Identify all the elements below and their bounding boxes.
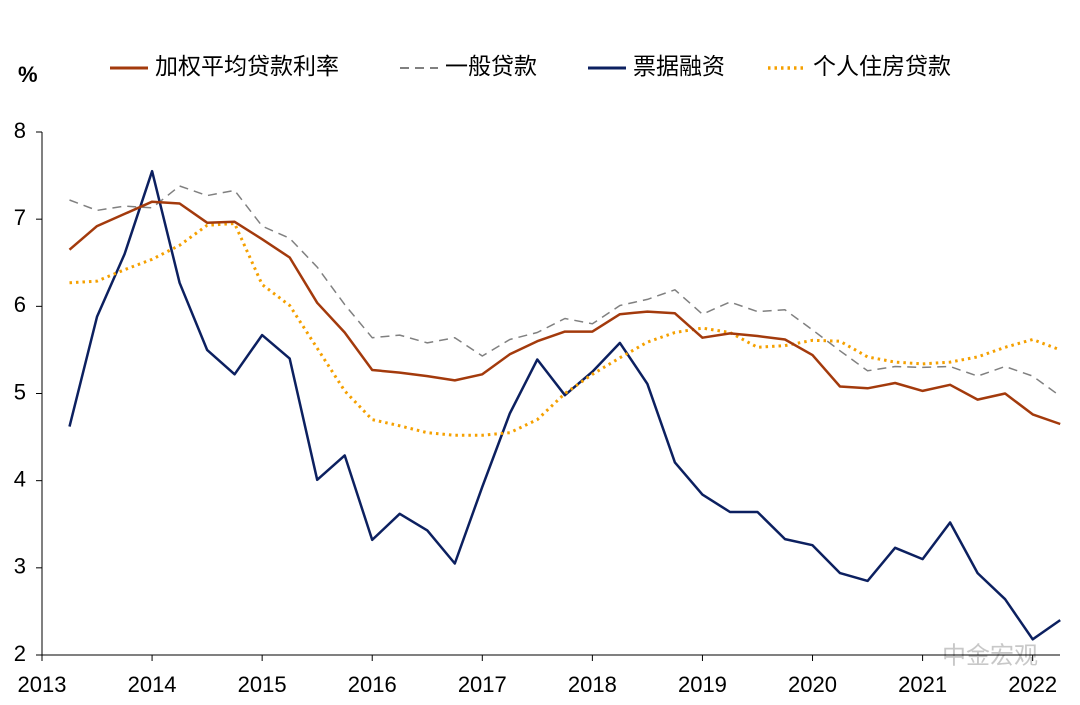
legend-label: 加权平均贷款利率: [155, 53, 339, 79]
y-tick-label: 5: [14, 379, 26, 404]
x-tick-label: 2013: [18, 672, 67, 697]
x-tick-label: 2019: [678, 672, 727, 697]
series-line: [69, 222, 1061, 437]
series-line: [68, 200, 1061, 426]
legend-label: 个人住房贷款: [813, 53, 951, 79]
y-tick-label: 6: [14, 292, 26, 317]
y-tick-label: 2: [14, 641, 26, 666]
legend-label: 一般贷款: [445, 53, 537, 79]
y-tick-label: 8: [14, 118, 26, 143]
x-tick-label: 2020: [788, 672, 837, 697]
x-tick-label: 2018: [568, 672, 617, 697]
x-tick-label: 2022: [1008, 672, 1057, 697]
x-tick-label: 2017: [458, 672, 507, 697]
x-tick-label: 2021: [898, 672, 947, 697]
series-line: [68, 169, 1061, 641]
legend-label: 票据融资: [633, 53, 725, 79]
x-tick-label: 2016: [348, 672, 397, 697]
series-line: [69, 185, 1061, 397]
watermark: 中金宏观: [942, 642, 1038, 669]
y-tick-label: 7: [14, 205, 26, 230]
x-tick-label: 2015: [238, 672, 287, 697]
y-tick-label: 4: [14, 466, 26, 491]
y-axis-label: %: [18, 62, 38, 87]
y-tick-label: 3: [14, 554, 26, 579]
x-tick-label: 2014: [128, 672, 177, 697]
